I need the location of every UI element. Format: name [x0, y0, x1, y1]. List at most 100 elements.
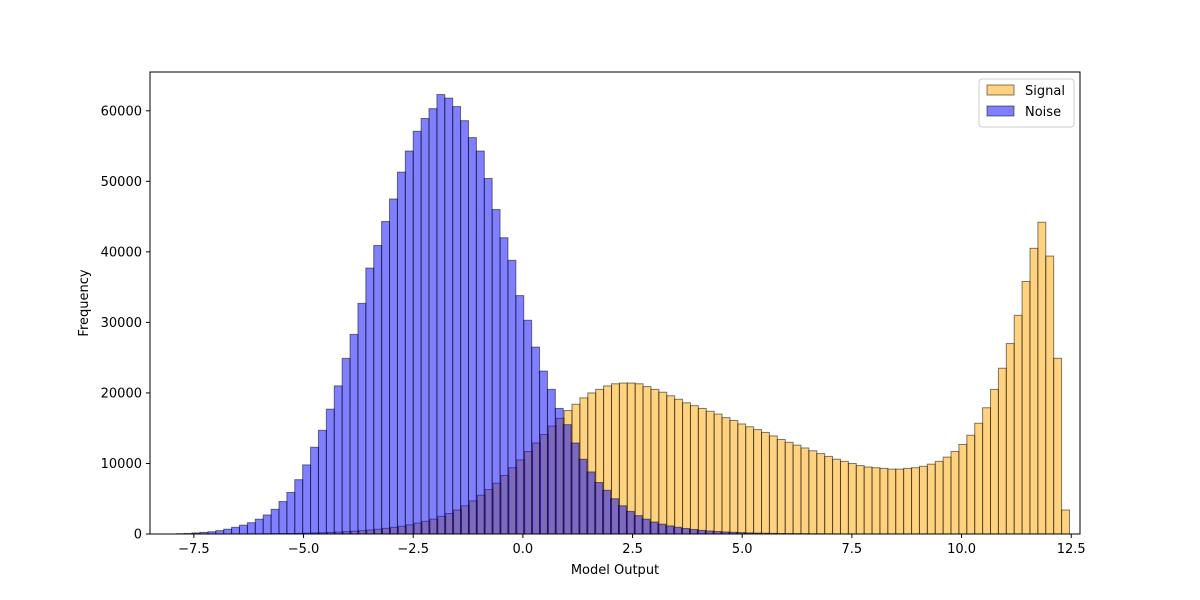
bar-signal-72 [800, 447, 810, 535]
bar-signal-92 [958, 443, 968, 535]
x-tick-label: 0.0 [513, 542, 534, 557]
x-tick-label: 10.0 [947, 542, 976, 557]
bar-signal-56 [674, 398, 684, 535]
bar-noise-15 [294, 479, 304, 535]
bar-signal-73 [808, 450, 818, 535]
bar-signal-90 [942, 456, 952, 535]
bar-signal-67 [761, 431, 770, 535]
y-tick-label: 40000 [101, 245, 142, 260]
bar-noise-64 [681, 528, 691, 535]
bar-noise-43 [515, 295, 525, 535]
bar-noise-28 [396, 171, 406, 535]
bar-signal-87 [918, 465, 928, 535]
bar-signal-52 [642, 386, 652, 535]
bar-signal-68 [768, 435, 778, 535]
bar-signal-103 [1045, 255, 1055, 535]
bar-signal-91 [950, 450, 960, 535]
legend-swatch-noise [986, 105, 1015, 117]
bar-noise-55 [610, 498, 620, 535]
x-tick-label: 5.0 [732, 542, 753, 557]
bar-signal-57 [682, 402, 691, 535]
bar-noise-12 [270, 508, 280, 535]
x-tick-label: −2.5 [397, 542, 429, 557]
bar-signal-82 [879, 467, 889, 535]
bar-noise-5 [215, 530, 225, 535]
bar-signal-81 [871, 467, 881, 535]
bar-noise-42 [507, 259, 517, 535]
bar-signal-74 [816, 453, 826, 535]
bar-noise-36 [460, 120, 469, 535]
bar-noise-63 [673, 526, 683, 535]
bar-noise-51 [578, 458, 588, 535]
bar-signal-88 [926, 463, 936, 535]
bar-noise-9 [246, 522, 256, 535]
bar-signal-62 [721, 417, 731, 535]
bar-noise-21 [341, 357, 351, 535]
x-tick-label: 2.5 [622, 542, 643, 557]
bar-noise-62 [665, 525, 675, 535]
bar-noise-34 [444, 97, 454, 535]
bar-noise-59 [641, 518, 651, 535]
bar-signal-86 [911, 467, 920, 535]
bar-noise-18 [317, 429, 327, 535]
bar-noise-10 [254, 518, 264, 535]
bar-signal-78 [847, 462, 857, 535]
bar-signal-80 [863, 466, 873, 535]
y-tick-label: 0 [134, 528, 142, 543]
bar-signal-69 [776, 438, 786, 535]
bar-signal-64 [737, 423, 747, 535]
bar-noise-41 [499, 237, 509, 535]
legend-label-noise: Noise [1025, 105, 1061, 120]
plot-frame [149, 71, 1081, 535]
bar-noise-49 [562, 424, 572, 535]
bar-signal-84 [895, 468, 905, 535]
bar-signal-70 [784, 441, 794, 535]
bar-signal-65 [745, 426, 755, 535]
bar-noise-24 [365, 267, 375, 535]
bar-signal-98 [1005, 343, 1015, 535]
bar-noise-23 [357, 302, 367, 535]
bar-signal-79 [855, 465, 865, 535]
y-tick-label: 20000 [101, 386, 142, 401]
y-axis-ticks: 0 10000 20000 30000 40000 50000 60000 [101, 104, 150, 543]
bar-noise-31 [420, 118, 430, 535]
bar-signal-85 [903, 467, 913, 535]
bar-noise-40 [491, 209, 501, 535]
legend-label-signal: Signal [1025, 84, 1065, 99]
bar-noise-58 [633, 515, 643, 535]
y-tick-label: 10000 [101, 457, 142, 472]
bar-signal-96 [990, 388, 999, 535]
bar-noise-56 [618, 505, 627, 535]
bar-noise-38 [475, 150, 485, 535]
bar-noise-53 [594, 482, 604, 535]
bar-noise-22 [349, 333, 359, 535]
bar-noise-46 [539, 370, 548, 535]
bar-noise-25 [373, 245, 383, 535]
bar-noise-57 [625, 510, 635, 535]
bar-signal-94 [974, 422, 984, 535]
bar-signal-63 [729, 419, 739, 535]
bar-signal-77 [839, 460, 849, 535]
bar-signal-101 [1029, 247, 1039, 535]
bar-noise-16 [302, 464, 312, 535]
x-tick-label: 12.5 [1057, 542, 1086, 557]
bar-noise-27 [389, 198, 398, 535]
bar-noise-29 [404, 150, 414, 535]
bar-noise-32 [428, 108, 438, 535]
bar-noise-7 [231, 526, 240, 535]
bar-signal-53 [650, 388, 660, 535]
bar-signal-66 [753, 429, 763, 535]
bar-noise-26 [381, 221, 391, 535]
bar-noise-14 [286, 491, 296, 535]
bar-signal-76 [832, 458, 841, 535]
bar-noise-54 [602, 489, 612, 535]
y-tick-label: 30000 [101, 316, 142, 331]
x-tick-label: −5.0 [288, 542, 320, 557]
bar-noise-39 [483, 178, 493, 535]
x-axis-label: Model Output [571, 563, 659, 578]
bar-noise-52 [586, 471, 596, 535]
bar-signal-60 [705, 410, 715, 535]
bar-signal-95 [982, 407, 992, 535]
bar-noise-30 [412, 130, 422, 535]
